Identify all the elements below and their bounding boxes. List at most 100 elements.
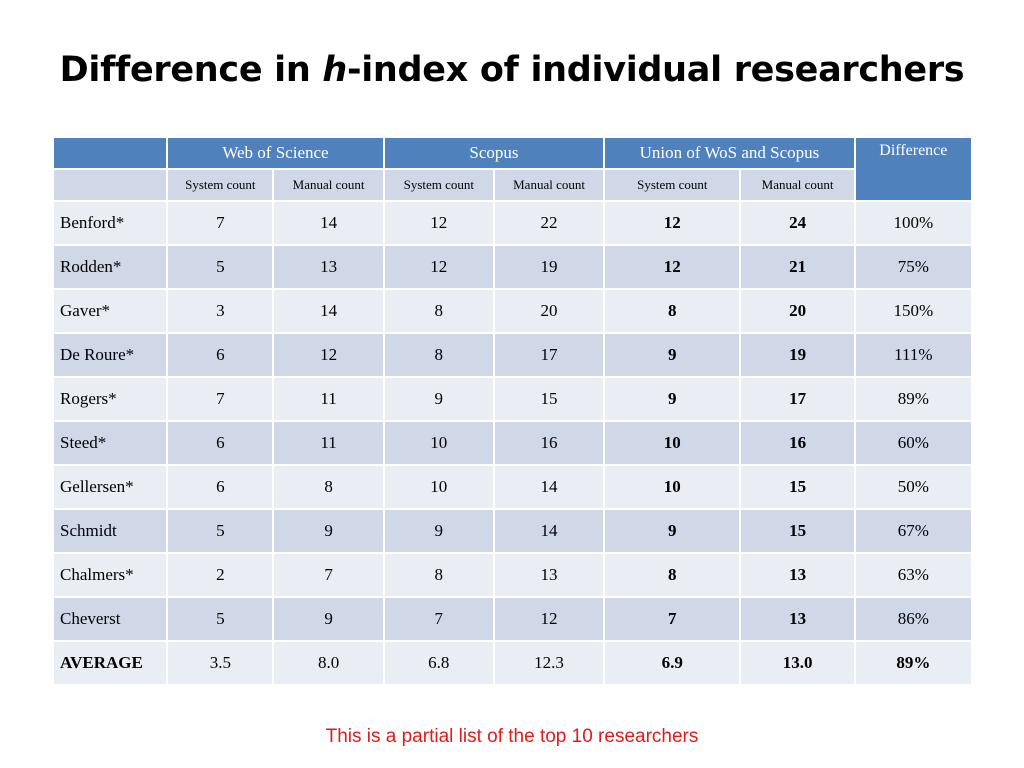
table-cell: 7: [168, 202, 273, 244]
corner-cell: [54, 138, 167, 168]
table-cell: 6.8: [384, 642, 493, 684]
table-cell: 12: [384, 246, 493, 288]
table-cell: 8: [384, 290, 493, 332]
table-cell: 8: [605, 554, 740, 596]
table-cell: 22: [494, 202, 604, 244]
table-cell: 100%: [855, 202, 971, 244]
table-cell: 16: [741, 422, 854, 464]
table-cell: 16: [494, 422, 604, 464]
table-row: Cheverst 5 9 7 12 7 13 86%: [54, 598, 971, 640]
researcher-name-cell: Steed*: [54, 422, 167, 464]
table-cell: 2: [168, 554, 273, 596]
table-cell: 14: [494, 466, 604, 508]
average-row: AVERAGE 3.5 8.0 6.8 12.3 6.9 13.0 89%: [54, 642, 971, 684]
table-row: Benford* 7 14 12 22 12 24 100%: [54, 202, 971, 244]
table-cell: 6: [168, 422, 273, 464]
table-cell: 10: [384, 466, 493, 508]
table-cell: 8.0: [274, 642, 383, 684]
table-cell: 5: [168, 598, 273, 640]
title-prefix: Difference in: [59, 50, 323, 90]
table-cell: 75%: [855, 246, 971, 288]
researcher-name-cell: Benford*: [54, 202, 167, 244]
slide-title: Difference in h-index of individual rese…: [0, 50, 1024, 90]
table-cell: 19: [741, 334, 854, 376]
table-row: Gaver* 3 14 8 20 8 20 150%: [54, 290, 971, 332]
researcher-name-cell: Rodden*: [54, 246, 167, 288]
table-cell: 89%: [855, 378, 971, 420]
table-cell: 8: [274, 466, 383, 508]
subheader-corner: [54, 170, 167, 200]
table-cell: 7: [168, 378, 273, 420]
table-cell: 14: [274, 290, 383, 332]
group-header-scopus: Scopus: [384, 138, 604, 168]
table-cell: 89%: [855, 642, 971, 684]
table-cell: 20: [494, 290, 604, 332]
table-cell: 7: [274, 554, 383, 596]
subheader-cell: Manual count: [274, 170, 383, 200]
table-cell: 6: [168, 466, 273, 508]
table-cell: 12: [494, 598, 604, 640]
table-cell: 9: [605, 510, 740, 552]
table-cell: 10: [605, 466, 740, 508]
table-cell: 9: [384, 510, 493, 552]
table-cell: 11: [274, 422, 383, 464]
table-cell: 9: [605, 334, 740, 376]
table-cell: 10: [384, 422, 493, 464]
table-row: Steed* 6 11 10 16 10 16 60%: [54, 422, 971, 464]
table-cell: 111%: [855, 334, 971, 376]
table-cell: 15: [741, 510, 854, 552]
group-header-wos: Web of Science: [168, 138, 383, 168]
table-cell: 11: [274, 378, 383, 420]
table-body: Benford* 7 14 12 22 12 24 100% Rodden* 5 13 12 19 12 2…: [54, 202, 971, 684]
group-header-difference: Difference: [855, 138, 971, 200]
researcher-name-cell: Schmidt: [54, 510, 167, 552]
table-cell: 3: [168, 290, 273, 332]
title-italic-h: h: [322, 50, 347, 90]
table-cell: 12.3: [494, 642, 604, 684]
h-index-table: Web of Science Scopus Union of WoS and S…: [52, 136, 973, 686]
table-row: Schmidt 5 9 9 14 9 15 67%: [54, 510, 971, 552]
group-header-union: Union of WoS and Scopus: [605, 138, 854, 168]
footnote: This is a partial list of the top 10 res…: [325, 726, 699, 747]
table-cell: 13: [741, 598, 854, 640]
table-cell: 15: [741, 466, 854, 508]
group-header-row: Web of Science Scopus Union of WoS and S…: [54, 138, 971, 200]
table-cell: 5: [168, 246, 273, 288]
table-cell: 8: [605, 290, 740, 332]
table-cell: 5: [168, 510, 273, 552]
table-cell: 9: [274, 510, 383, 552]
table-cell: 12: [605, 246, 740, 288]
table-cell: 13: [274, 246, 383, 288]
table-cell: 15: [494, 378, 604, 420]
researcher-name-cell: De Roure*: [54, 334, 167, 376]
table-cell: 60%: [855, 422, 971, 464]
researcher-name-cell: Chalmers*: [54, 554, 167, 596]
subheader-cell: Manual count: [741, 170, 854, 200]
table-cell: 20: [741, 290, 854, 332]
researcher-name-cell: Rogers*: [54, 378, 167, 420]
table-cell: 63%: [855, 554, 971, 596]
table-cell: 14: [494, 510, 604, 552]
table-cell: 7: [605, 598, 740, 640]
table-cell: 9: [605, 378, 740, 420]
table-cell: 7: [384, 598, 493, 640]
table-cell: 14: [274, 202, 383, 244]
table-row: Rogers* 7 11 9 15 9 17 89%: [54, 378, 971, 420]
table-cell: 17: [494, 334, 604, 376]
table-cell: 10: [605, 422, 740, 464]
table-cell: 3.5: [168, 642, 273, 684]
table-cell: 19: [494, 246, 604, 288]
table-row: Gellersen* 6 8 10 14 10 15 50%: [54, 466, 971, 508]
table-cell: 8: [384, 334, 493, 376]
table-cell: 86%: [855, 598, 971, 640]
researcher-name-cell: Cheverst: [54, 598, 167, 640]
table-cell: 8: [384, 554, 493, 596]
subheader-cell: System count: [384, 170, 493, 200]
table-cell: 13.0: [741, 642, 854, 684]
table-cell: 150%: [855, 290, 971, 332]
table-cell: 6: [168, 334, 273, 376]
table-cell: 24: [741, 202, 854, 244]
table-cell: 21: [741, 246, 854, 288]
subheader-cell: System count: [605, 170, 740, 200]
table-cell: 13: [741, 554, 854, 596]
